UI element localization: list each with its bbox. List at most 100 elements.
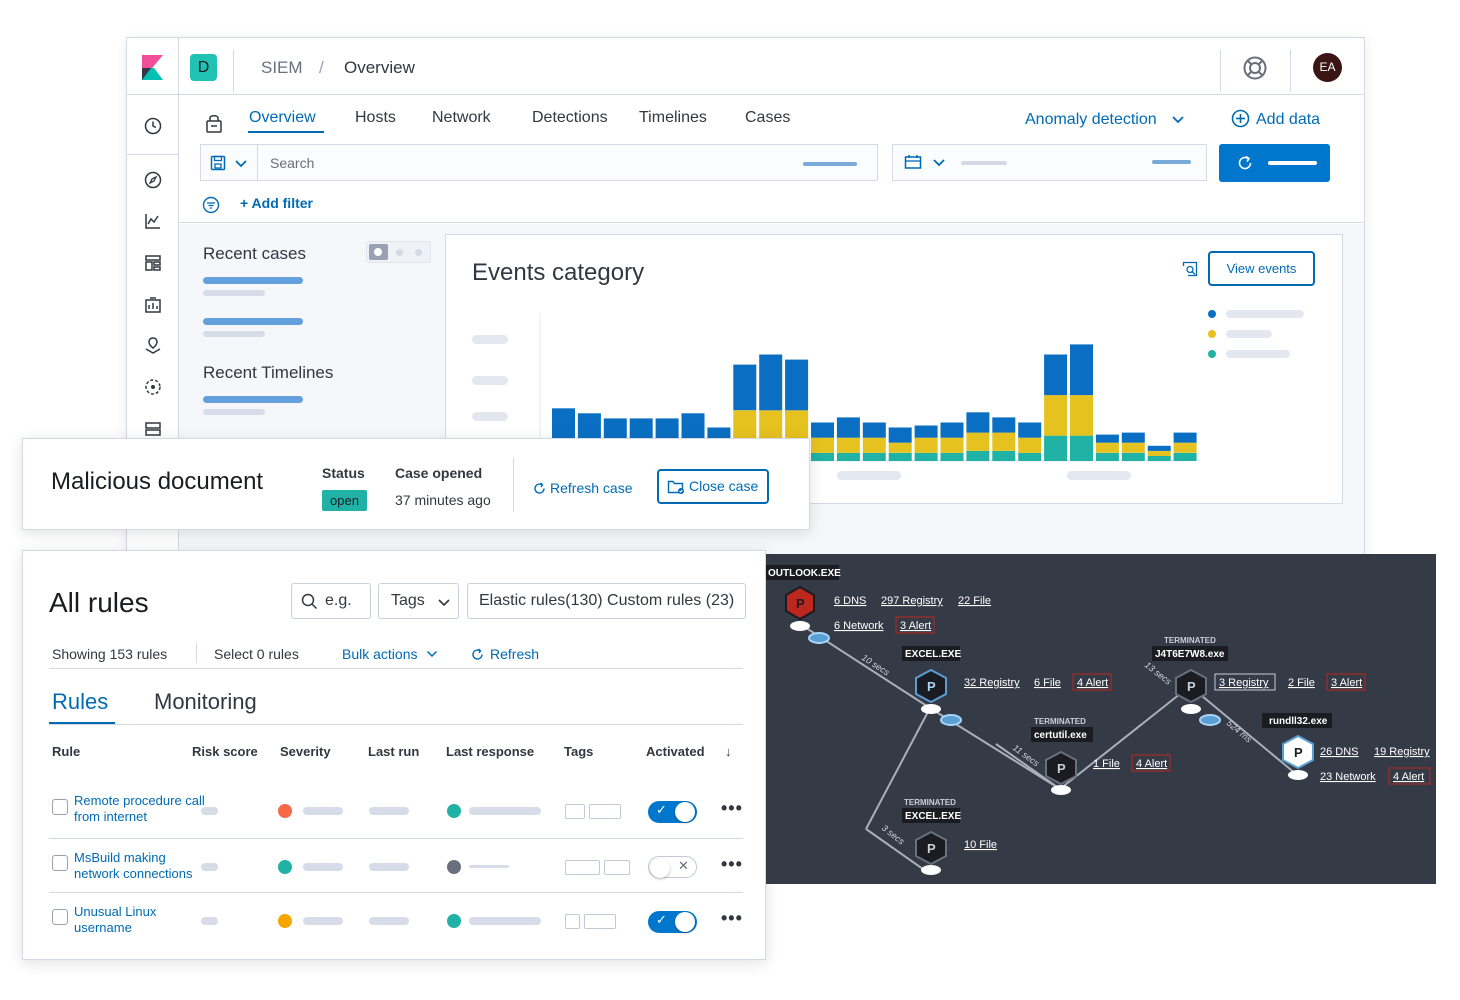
bar-segment-blue[interactable] bbox=[1095, 434, 1119, 443]
edge-play-marker[interactable] bbox=[1199, 714, 1221, 726]
certutil-alert-link[interactable]: 4 Alert bbox=[1136, 758, 1167, 770]
rundll-process-node[interactable] bbox=[1282, 734, 1314, 770]
bar-segment-yellow[interactable] bbox=[1095, 442, 1119, 453]
bar-segment-blue[interactable] bbox=[1147, 445, 1171, 451]
bar-segment-yellow[interactable] bbox=[811, 437, 834, 453]
space-avatar[interactable]: D bbox=[190, 54, 217, 81]
search-input[interactable]: Search bbox=[270, 155, 315, 171]
view-events-button[interactable]: View events bbox=[1208, 251, 1315, 286]
add-filter-button[interactable]: + Add filter bbox=[240, 195, 313, 211]
tag-chip[interactable] bbox=[604, 860, 630, 875]
row-checkbox[interactable] bbox=[52, 799, 68, 815]
j4t-registry-link[interactable]: 3 Registry bbox=[1219, 677, 1269, 689]
tab-detections[interactable]: Detections bbox=[532, 109, 608, 126]
bar-segment-yellow[interactable] bbox=[992, 432, 1016, 451]
date-picker[interactable] bbox=[892, 144, 1207, 181]
tags-filter-button[interactable]: Tags bbox=[378, 583, 459, 619]
query-language-placeholder[interactable] bbox=[803, 162, 857, 166]
bar-segment-teal[interactable] bbox=[914, 452, 938, 461]
outlook-network-link[interactable]: 6 Network bbox=[834, 620, 884, 632]
bar-segment-teal[interactable] bbox=[1070, 435, 1093, 461]
row-checkbox[interactable] bbox=[52, 855, 68, 871]
bar-segment-teal[interactable] bbox=[888, 452, 912, 461]
help-lifering-icon[interactable] bbox=[1242, 55, 1268, 81]
rule-name-link[interactable]: Remote procedure call from internet bbox=[74, 793, 205, 824]
edge-play-marker[interactable] bbox=[940, 714, 962, 726]
outlook-dns-link[interactable]: 6 DNS bbox=[834, 595, 866, 607]
bar-segment-yellow[interactable] bbox=[966, 432, 990, 451]
bar-segment-teal[interactable] bbox=[862, 452, 886, 461]
bar-segment-yellow[interactable] bbox=[1173, 442, 1197, 453]
toggle-dot[interactable] bbox=[396, 249, 403, 256]
bar-segment-blue[interactable] bbox=[836, 417, 860, 438]
visualize-icon[interactable] bbox=[143, 211, 163, 231]
bar-segment-teal[interactable] bbox=[992, 450, 1016, 461]
inspect-icon[interactable] bbox=[1182, 261, 1198, 277]
view-toggle[interactable] bbox=[366, 241, 431, 263]
anomaly-detection-dropdown[interactable]: Anomaly detection bbox=[1025, 111, 1185, 129]
certutil-process-node[interactable] bbox=[1045, 750, 1077, 786]
tag-chip[interactable] bbox=[565, 860, 600, 875]
excel2-process-node[interactable] bbox=[915, 830, 947, 866]
bar-segment-blue[interactable] bbox=[1173, 432, 1197, 443]
bar-segment-blue[interactable] bbox=[1018, 422, 1042, 438]
bar-segment-yellow[interactable] bbox=[836, 437, 860, 453]
recent-timeline-link[interactable] bbox=[203, 396, 303, 403]
j4t-alert-link[interactable]: 3 Alert bbox=[1331, 677, 1362, 689]
lock-icon[interactable] bbox=[204, 112, 224, 134]
activated-toggle[interactable]: ✕ bbox=[648, 856, 697, 878]
tab-cases[interactable]: Cases bbox=[745, 109, 791, 126]
infrastructure-icon[interactable] bbox=[143, 419, 163, 439]
bar-segment-yellow[interactable] bbox=[940, 437, 964, 453]
j4t-file-link[interactable]: 2 File bbox=[1288, 677, 1315, 689]
bar-segment-blue[interactable] bbox=[1070, 344, 1093, 396]
bar-segment-teal[interactable] bbox=[836, 452, 860, 461]
rule-name-link[interactable]: Unusual Linux username bbox=[74, 904, 157, 935]
bar-segment-teal[interactable] bbox=[1173, 452, 1197, 461]
bar-segment-blue[interactable] bbox=[940, 422, 964, 438]
rundll-network-link[interactable]: 23 Network bbox=[1320, 771, 1376, 783]
bar-segment-teal[interactable] bbox=[1147, 455, 1171, 461]
tag-chip[interactable] bbox=[565, 914, 580, 929]
rundll-dns-link[interactable]: 26 DNS bbox=[1320, 746, 1359, 758]
filter-icon[interactable] bbox=[202, 196, 220, 214]
bar-segment-teal[interactable] bbox=[1044, 435, 1068, 461]
bar-segment-blue[interactable] bbox=[914, 425, 938, 438]
column-severity[interactable]: Severity bbox=[280, 744, 331, 759]
bar-segment-blue[interactable] bbox=[759, 354, 783, 411]
discover-compass-icon[interactable] bbox=[143, 170, 163, 190]
outlook-registry-link[interactable]: 297 Registry bbox=[881, 595, 943, 607]
bar-segment-blue[interactable] bbox=[655, 418, 679, 439]
bar-segment-yellow[interactable] bbox=[914, 437, 938, 453]
rundll-registry-link[interactable]: 19 Registry bbox=[1374, 746, 1430, 758]
tab-overview[interactable]: Overview bbox=[249, 109, 316, 126]
excel-registry-link[interactable]: 32 Registry bbox=[964, 677, 1020, 689]
tag-chip[interactable] bbox=[589, 804, 621, 819]
activated-toggle[interactable]: ✓ bbox=[648, 911, 697, 933]
outlook-alert-link[interactable]: 3 Alert bbox=[900, 620, 931, 632]
bar-segment-blue[interactable] bbox=[888, 427, 912, 443]
more-actions-icon[interactable]: ••• bbox=[721, 798, 743, 818]
tab-network[interactable]: Network bbox=[432, 109, 491, 126]
bulk-actions-button[interactable]: Bulk actions bbox=[342, 646, 438, 662]
bar-segment-teal[interactable] bbox=[940, 452, 964, 461]
canvas-icon[interactable] bbox=[143, 295, 163, 315]
bar-segment-yellow[interactable] bbox=[862, 437, 886, 453]
excel-alert-link[interactable]: 4 Alert bbox=[1077, 677, 1108, 689]
certutil-file-link[interactable]: 1 File bbox=[1093, 758, 1120, 770]
bar-segment-yellow[interactable] bbox=[1018, 437, 1042, 453]
more-actions-icon[interactable]: ••• bbox=[721, 908, 743, 928]
bar-segment-blue[interactable] bbox=[1121, 432, 1145, 443]
bar-segment-blue[interactable] bbox=[811, 422, 834, 438]
activated-toggle[interactable]: ✓ bbox=[648, 801, 697, 823]
maps-icon[interactable] bbox=[143, 335, 163, 355]
tag-chip[interactable] bbox=[565, 804, 585, 819]
kibana-logo[interactable] bbox=[127, 38, 179, 95]
column-risk-score[interactable]: Risk score bbox=[192, 744, 258, 759]
row-checkbox[interactable] bbox=[52, 909, 68, 925]
toggle-dot[interactable] bbox=[415, 249, 422, 256]
bar-segment-blue[interactable] bbox=[733, 364, 757, 411]
edge-play-marker[interactable] bbox=[808, 632, 830, 644]
rundll-alert-link[interactable]: 4 Alert bbox=[1393, 771, 1424, 783]
clock-icon[interactable] bbox=[143, 116, 163, 136]
